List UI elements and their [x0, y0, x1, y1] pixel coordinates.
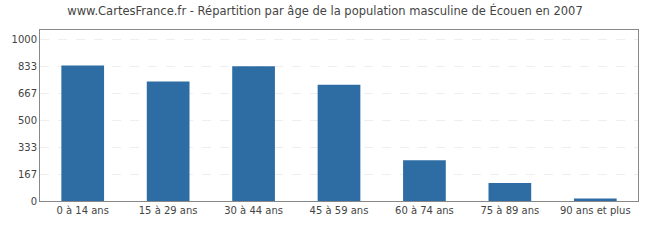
svg-text:167: 167 [18, 169, 37, 180]
svg-text:75 à 89 ans: 75 à 89 ans [480, 205, 539, 216]
svg-text:667: 667 [18, 88, 37, 99]
svg-text:90 ans et plus: 90 ans et plus [560, 205, 631, 216]
svg-text:www.CartesFrance.fr - Répartit: www.CartesFrance.fr - Répartition par âg… [67, 3, 582, 18]
svg-text:1000: 1000 [12, 34, 37, 45]
svg-text:15 à 29 ans: 15 à 29 ans [139, 205, 198, 216]
svg-text:833: 833 [18, 61, 37, 72]
svg-text:0: 0 [31, 196, 37, 207]
svg-text:45 à 59 ans: 45 à 59 ans [310, 205, 369, 216]
svg-text:0 à 14 ans: 0 à 14 ans [56, 205, 108, 216]
svg-text:500: 500 [18, 115, 37, 126]
svg-text:333: 333 [18, 142, 37, 153]
svg-text:60 à 74 ans: 60 à 74 ans [395, 205, 454, 216]
svg-text:30 à 44 ans: 30 à 44 ans [224, 205, 283, 216]
